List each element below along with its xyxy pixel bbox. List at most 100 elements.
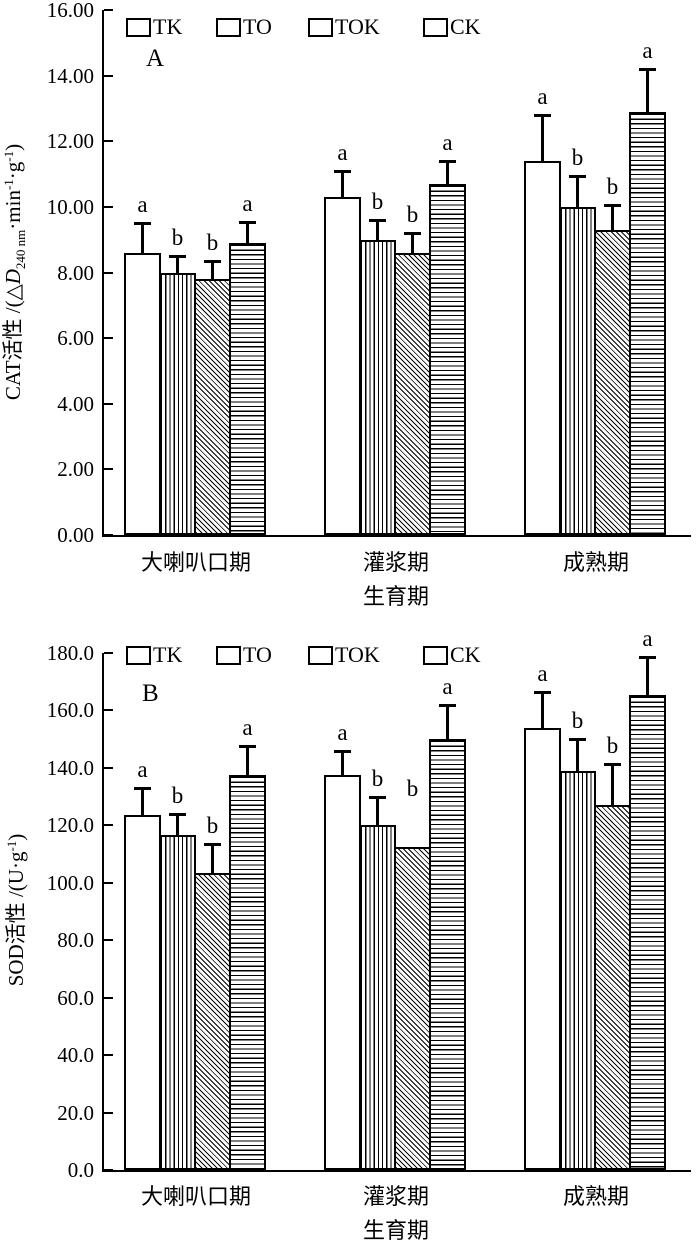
- error-bar-stem: [576, 739, 579, 771]
- bar: [124, 252, 161, 535]
- y-tick-label: 80.0: [57, 928, 94, 953]
- y-tick-mark: [104, 881, 113, 884]
- axes-frame: [102, 653, 691, 1172]
- error-bar-stem: [141, 787, 144, 816]
- error-bar-cap: [334, 169, 351, 173]
- horizontal-hatch-swatch-icon: [423, 17, 448, 37]
- y-tick-mark: [104, 1054, 113, 1057]
- error-bar-stem: [341, 750, 344, 776]
- significance-letter: a: [537, 84, 548, 109]
- y-tick-label: 20.0: [57, 1100, 94, 1125]
- y-tick-label: 60.0: [57, 985, 94, 1010]
- error-bar-stem: [446, 704, 449, 740]
- y-tick-label: 100.0: [46, 870, 94, 895]
- diagonal-hatch-swatch-icon: [308, 17, 333, 37]
- significance-letter: b: [406, 202, 419, 228]
- y-tick-label: 16.00: [46, 0, 94, 22]
- error-bar-cap: [439, 159, 456, 163]
- x-axis-title-cat: 生育期: [362, 584, 430, 609]
- y-tick-label: 140.0: [46, 755, 94, 780]
- plain-swatch-icon: [126, 645, 151, 665]
- x-category-label: 成熟期: [562, 1184, 630, 1209]
- vertical-hatch-swatch-icon: [216, 645, 241, 665]
- error-bar-cap: [204, 843, 221, 846]
- significance-letter: b: [406, 775, 419, 801]
- legend-item-tok: TOK: [308, 644, 380, 666]
- bar: [629, 694, 666, 1170]
- legend-label: CK: [450, 642, 481, 667]
- y-tick-mark: [104, 939, 113, 942]
- error-bar-stem: [211, 261, 214, 280]
- y-tick-mark: [104, 205, 113, 208]
- bar: [324, 775, 361, 1170]
- y-tick-label: 10.00: [46, 194, 94, 219]
- bar: [324, 197, 361, 535]
- error-bar-stem: [176, 813, 179, 836]
- bar: [594, 229, 631, 535]
- error-bar-cap: [639, 656, 656, 660]
- error-bar-stem: [246, 746, 249, 776]
- y-tick-mark: [104, 74, 113, 77]
- bar: [394, 252, 431, 535]
- legend-item-to: TO: [216, 644, 272, 666]
- bar: [229, 775, 266, 1170]
- error-bar-cap: [239, 220, 256, 224]
- error-bar-cap: [369, 219, 386, 222]
- y-tick-mark: [104, 824, 113, 827]
- error-bar-stem: [176, 256, 179, 273]
- y-tick-mark: [104, 1111, 113, 1114]
- error-bar-cap: [134, 222, 151, 226]
- significance-letter: a: [137, 756, 148, 782]
- y-tick-label: 180.0: [46, 641, 94, 665]
- diagonal-hatch-swatch-icon: [308, 645, 333, 665]
- y-tick-label: 0.0: [67, 1158, 94, 1182]
- legend-label: TK: [153, 14, 183, 39]
- error-bar-stem: [246, 221, 249, 243]
- error-bar-cap: [334, 749, 351, 753]
- error-bar-stem: [576, 175, 579, 207]
- error-bar-stem: [411, 233, 414, 253]
- error-bar-stem: [141, 223, 144, 253]
- bar: [429, 739, 466, 1170]
- significance-letter: a: [442, 673, 453, 699]
- y-tick-label: 12.00: [46, 129, 94, 154]
- legend-label: TOK: [335, 14, 380, 39]
- error-bar-stem: [541, 115, 544, 161]
- error-bar-cap: [639, 68, 656, 72]
- y-tick-mark: [104, 402, 113, 405]
- legend-item-to: TO: [216, 16, 272, 38]
- significance-letter: b: [606, 174, 619, 200]
- panel-letter-a: A: [146, 45, 165, 72]
- y-tick-mark: [104, 271, 113, 274]
- y-tick-label: 120.0: [46, 813, 94, 838]
- error-bar-stem: [341, 170, 344, 198]
- legend-label: TO: [243, 14, 272, 39]
- y-tick-label: 4.00: [57, 391, 94, 416]
- error-bar-stem: [611, 763, 614, 806]
- legend-item-tk: TK: [126, 16, 182, 38]
- bar: [394, 846, 431, 1170]
- significance-letter: b: [171, 782, 184, 808]
- error-bar-cap: [134, 786, 151, 790]
- x-category-label: 灌浆期: [362, 550, 430, 575]
- significance-letter: b: [206, 230, 219, 256]
- bar: [124, 815, 161, 1170]
- y-tick-mark: [104, 9, 113, 11]
- y-tick-label: 2.00: [57, 457, 94, 482]
- significance-letter: a: [642, 626, 653, 652]
- y-tick-mark: [104, 337, 113, 340]
- x-category-label: 灌浆期: [362, 1184, 430, 1209]
- error-bar-stem: [646, 69, 649, 112]
- error-bar-stem: [376, 796, 379, 826]
- error-bar-cap: [569, 738, 586, 742]
- significance-letter: b: [206, 813, 219, 838]
- legend-label: TK: [153, 642, 183, 667]
- bar: [594, 805, 631, 1170]
- legend-item-ck: CK: [423, 644, 481, 666]
- y-tick-mark: [104, 534, 113, 536]
- bar: [194, 872, 231, 1170]
- error-bar-stem: [376, 220, 379, 240]
- significance-letter: b: [571, 144, 584, 170]
